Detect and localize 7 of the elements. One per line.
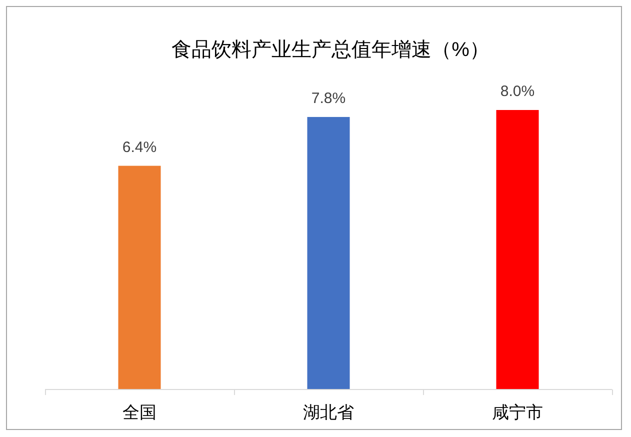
x-tick-label: 湖北省: [303, 403, 354, 422]
chart-title: 食品饮料产业生产总值年增速（%）: [172, 39, 490, 61]
x-tick-label: 全国: [122, 403, 156, 422]
data-label: 6.4%: [122, 138, 157, 156]
data-label: 7.8%: [311, 90, 346, 107]
x-tick-label: 咸宁市: [492, 403, 543, 422]
data-label: 8.0%: [500, 83, 535, 100]
